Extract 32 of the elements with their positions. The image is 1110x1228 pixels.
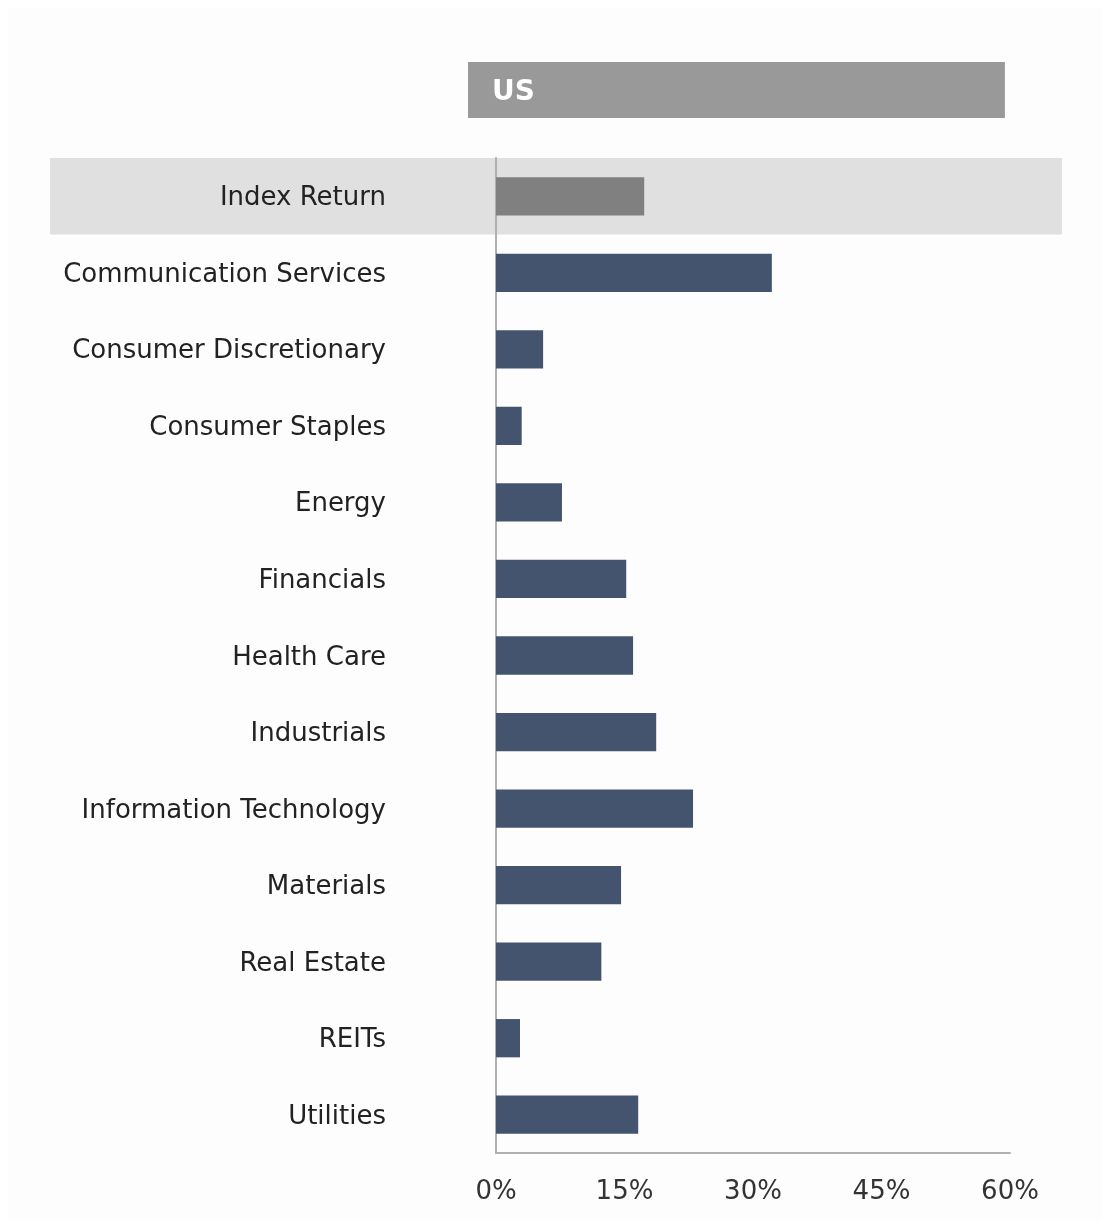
bar bbox=[496, 942, 602, 981]
bar bbox=[496, 253, 772, 292]
bar bbox=[496, 1019, 520, 1058]
x-tick-label: 0% bbox=[475, 1175, 517, 1205]
bar bbox=[496, 483, 562, 522]
y-tick-label: Utilities bbox=[288, 1099, 386, 1130]
y-tick-label: Index Return bbox=[219, 181, 386, 212]
bar bbox=[496, 865, 622, 905]
y-tick-label: Consumer Discretionary bbox=[72, 334, 386, 365]
bar bbox=[496, 177, 645, 216]
y-tick-label: Information Technology bbox=[81, 793, 386, 824]
bar bbox=[496, 636, 634, 675]
y-tick-label: Materials bbox=[266, 870, 386, 901]
bar bbox=[496, 330, 544, 369]
x-tick-label: 60% bbox=[981, 1175, 1039, 1205]
bar bbox=[496, 712, 657, 752]
y-tick-label: Energy bbox=[294, 487, 386, 518]
y-tick-label: Industrials bbox=[250, 717, 386, 748]
y-tick-label: Communication Services bbox=[63, 257, 386, 288]
x-tick-label: 45% bbox=[852, 1175, 911, 1205]
bar bbox=[496, 1095, 639, 1134]
x-tick-label: 30% bbox=[724, 1175, 782, 1205]
bar bbox=[496, 406, 522, 446]
bar bbox=[496, 559, 627, 599]
y-tick-label: REITs bbox=[318, 1023, 386, 1054]
y-tick-label: Consumer Staples bbox=[149, 410, 386, 441]
y-tick-label: Financials bbox=[258, 563, 386, 594]
y-tick-label: Health Care bbox=[232, 640, 386, 671]
y-tick-label: Real Estate bbox=[239, 946, 386, 977]
chart-title: US bbox=[492, 73, 535, 107]
x-tick-label: 15% bbox=[595, 1175, 654, 1205]
bar bbox=[496, 789, 694, 828]
